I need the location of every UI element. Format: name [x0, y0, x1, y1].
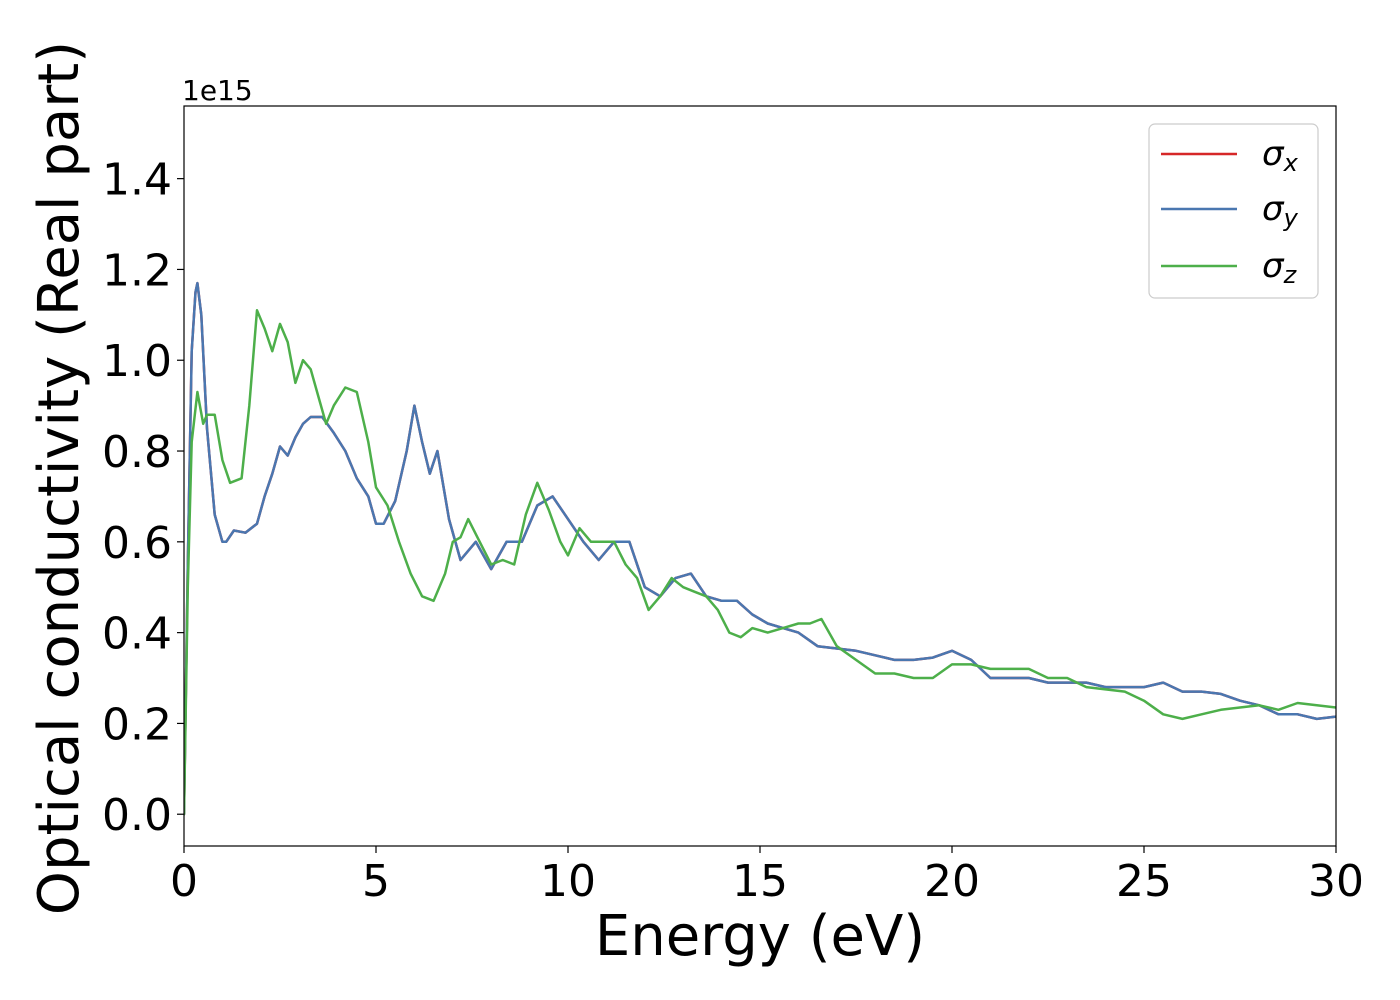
y-tick-label: 1.2 [102, 245, 172, 296]
series-layer [184, 281, 1336, 816]
x-tick-label: 5 [362, 856, 390, 907]
series-line-z [184, 309, 1336, 816]
y-axis-ticks: 0.0 0.2 0.4 0.6 0.8 1.0 1.2 1.4 [102, 155, 184, 841]
legend-label-z: σz [1262, 246, 1298, 289]
y-axis-label: Optical conductivity (Real part) [27, 41, 92, 915]
y-tick-label: 1.0 [102, 336, 172, 387]
x-tick-label: 20 [924, 856, 980, 907]
plot-area [184, 106, 1336, 846]
legend: σx σy σz [1148, 123, 1319, 299]
legend-label-x: σx [1262, 134, 1299, 177]
series-line-y [184, 281, 1336, 816]
x-axis-ticks: 0 5 10 15 20 25 30 [170, 846, 1364, 907]
legend-label-y: σy [1262, 189, 1299, 232]
y-tick-label: 1.4 [102, 155, 172, 206]
y-tick-label: 0.2 [102, 699, 172, 750]
y-offset-label: 1e15 [182, 74, 253, 107]
x-tick-label: 25 [1116, 856, 1172, 907]
x-tick-label: 15 [732, 856, 788, 907]
y-tick-label: 0.6 [102, 518, 172, 569]
y-tick-label: 0.8 [102, 427, 172, 478]
x-tick-label: 10 [540, 856, 596, 907]
x-tick-label: 0 [170, 856, 198, 907]
y-tick-label: 0.0 [102, 790, 172, 841]
y-tick-label: 0.4 [102, 609, 172, 660]
legend-box [1148, 123, 1319, 299]
x-tick-label: 30 [1308, 856, 1364, 907]
x-axis-label: Energy (eV) [595, 904, 925, 969]
